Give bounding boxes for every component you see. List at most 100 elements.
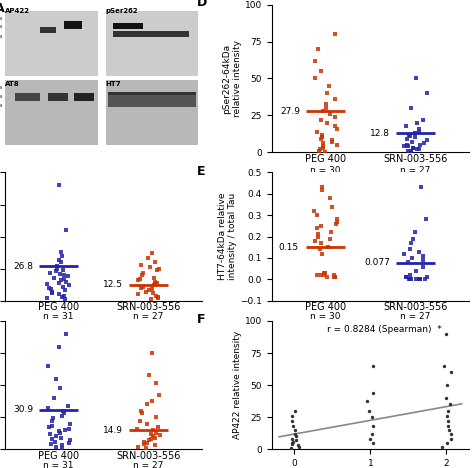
Point: [57, 277, 65, 284]
Text: F: F: [197, 313, 205, 326]
Point: [55, 343, 62, 351]
Point: [411, 134, 419, 141]
Point: [66, 439, 73, 446]
Point: [318, 67, 325, 75]
Text: p = 0.03 (unpaired t-test): p = 0.03 (unpaired t-test): [312, 325, 428, 334]
Point: [146, 263, 154, 271]
Point: [333, 125, 340, 132]
Point: [423, 137, 431, 144]
Point: [53, 433, 60, 440]
Point: [56, 429, 64, 436]
Point: [317, 239, 325, 247]
Point: [406, 276, 414, 283]
Point: [423, 89, 430, 97]
Point: [147, 296, 155, 303]
Point: [149, 397, 156, 404]
Text: 30.9: 30.9: [13, 405, 34, 414]
Point: [369, 389, 377, 396]
Point: [447, 430, 455, 438]
Text: 37 kDa: 37 kDa: [0, 34, 3, 39]
Point: [404, 147, 412, 154]
Text: 12.5: 12.5: [103, 280, 123, 289]
Point: [321, 148, 329, 156]
Point: [315, 147, 323, 154]
Point: [320, 271, 328, 279]
Text: p = 0.007 (unpaired t-test): p = 0.007 (unpaired t-test): [43, 325, 164, 334]
Point: [59, 407, 67, 415]
Point: [409, 144, 417, 152]
Point: [144, 401, 151, 408]
Point: [44, 362, 51, 370]
Text: 27.9: 27.9: [280, 107, 301, 116]
Point: [136, 417, 144, 425]
Point: [369, 423, 376, 430]
Point: [66, 420, 74, 427]
Point: [412, 267, 420, 275]
Point: [417, 183, 425, 191]
Point: [137, 284, 145, 292]
Point: [423, 273, 431, 281]
Point: [147, 435, 155, 443]
Y-axis label: HT7-64kDa relative
intensity / total Tau: HT7-64kDa relative intensity / total Tau: [218, 193, 237, 280]
Point: [137, 407, 145, 415]
Point: [419, 252, 427, 260]
Point: [288, 440, 295, 448]
Text: n = 27: n = 27: [133, 461, 164, 468]
Point: [138, 271, 146, 279]
Point: [155, 265, 163, 272]
Point: [295, 443, 302, 451]
Point: [316, 146, 324, 153]
Point: [152, 442, 159, 449]
Point: [367, 435, 374, 443]
Point: [58, 293, 65, 300]
Point: [65, 425, 73, 432]
Point: [46, 424, 53, 431]
Bar: [113, 23, 143, 29]
Point: [52, 375, 60, 382]
Point: [319, 143, 327, 150]
Point: [400, 250, 408, 257]
Text: n = 31: n = 31: [44, 461, 74, 468]
Point: [311, 57, 319, 65]
Point: [288, 417, 296, 425]
Point: [47, 440, 55, 448]
Bar: [108, 95, 197, 107]
Point: [62, 227, 70, 234]
Point: [61, 292, 68, 300]
Point: [313, 271, 321, 279]
Point: [318, 116, 325, 124]
Point: [318, 131, 326, 138]
Point: [58, 412, 65, 420]
Point: [60, 410, 68, 417]
Point: [311, 75, 319, 82]
Point: [326, 82, 333, 89]
Point: [65, 282, 73, 289]
Text: 50 kDa: 50 kDa: [0, 94, 3, 99]
Text: AT8: AT8: [5, 80, 19, 87]
Bar: [108, 92, 197, 99]
Point: [313, 212, 321, 219]
Point: [151, 258, 159, 266]
Point: [142, 288, 149, 295]
Y-axis label: AP422 relative intensity: AP422 relative intensity: [233, 331, 242, 439]
Point: [144, 420, 151, 427]
Point: [328, 203, 336, 211]
Text: n = 27: n = 27: [133, 312, 164, 322]
Point: [408, 147, 415, 154]
Point: [416, 276, 423, 283]
Point: [438, 443, 446, 451]
Point: [310, 207, 318, 215]
Point: [419, 116, 427, 124]
Point: [318, 183, 326, 191]
Point: [134, 425, 141, 432]
Bar: [74, 93, 94, 101]
Point: [322, 104, 329, 112]
Point: [363, 397, 370, 404]
Point: [327, 235, 334, 242]
Bar: [40, 28, 56, 33]
Point: [146, 437, 153, 444]
Point: [444, 417, 451, 425]
Point: [407, 276, 415, 283]
Point: [139, 269, 146, 276]
Point: [47, 285, 55, 293]
